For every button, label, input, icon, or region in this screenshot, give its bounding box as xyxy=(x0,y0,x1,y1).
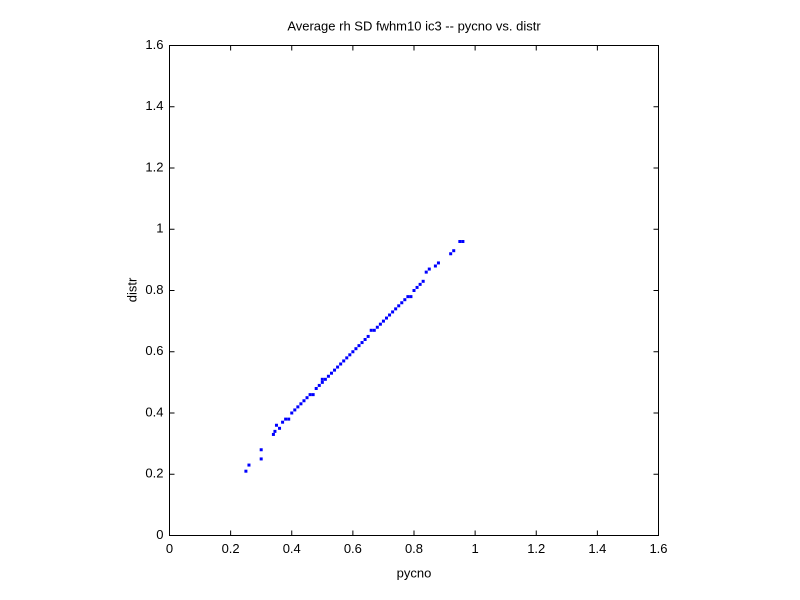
x-axis-label: pycno xyxy=(397,565,432,580)
y-tick-label: 0.2 xyxy=(145,466,163,481)
scatter-point xyxy=(354,347,358,351)
scatter-point xyxy=(375,325,379,329)
x-tick-label: 0.4 xyxy=(283,541,301,556)
scatter-point xyxy=(409,295,413,299)
scatter-point xyxy=(366,334,370,338)
scatter-point xyxy=(415,285,419,289)
scatter-point xyxy=(333,368,337,372)
scatter-point xyxy=(284,417,288,421)
scatter-point xyxy=(378,322,382,326)
x-tick-label: 1.4 xyxy=(588,541,606,556)
scatter-point xyxy=(278,426,282,430)
scatter-point xyxy=(323,377,327,381)
scatter-point xyxy=(397,304,401,308)
scatter-point xyxy=(293,408,297,412)
scatter-point xyxy=(394,307,398,311)
chart-title: Average rh SD fwhm10 ic3 -- pycno vs. di… xyxy=(287,18,541,33)
y-tick-label: 1 xyxy=(156,221,163,236)
scatter-point xyxy=(329,371,333,375)
scatter-point xyxy=(290,411,294,415)
scatter-point xyxy=(436,261,440,265)
scatter-point xyxy=(345,356,349,360)
scatter-point xyxy=(424,270,428,274)
scatter-point xyxy=(412,289,416,292)
scatter-point xyxy=(372,328,376,332)
y-axis-label: distr xyxy=(124,277,139,302)
scatter-point xyxy=(299,402,303,406)
scatter-point xyxy=(348,353,352,357)
scatter-point xyxy=(406,295,410,299)
y-tick-label: 0 xyxy=(156,527,163,542)
scatter-point xyxy=(287,417,291,421)
scatter-point xyxy=(271,432,275,436)
y-tick-label: 0.4 xyxy=(145,404,163,419)
x-tick-label: 0.8 xyxy=(405,541,423,556)
scatter-point xyxy=(336,365,340,369)
scatter-point xyxy=(273,429,277,433)
scatter-point xyxy=(418,282,422,286)
scatter-point xyxy=(317,383,321,387)
scatter-point xyxy=(461,240,465,243)
scatter-point xyxy=(296,405,300,409)
y-tick-label: 0.6 xyxy=(145,343,163,358)
scatter-point xyxy=(360,341,364,345)
scatter-point xyxy=(403,298,407,302)
scatter-point xyxy=(247,463,251,467)
scatter-point xyxy=(384,316,388,320)
scatter-point xyxy=(433,264,437,268)
scatter-point xyxy=(363,338,367,341)
scatter-point xyxy=(259,457,263,461)
scatter-point xyxy=(458,240,462,243)
scatter-point xyxy=(308,393,312,397)
scatter-point xyxy=(281,420,285,424)
scatter-point xyxy=(305,396,309,400)
scatter-point xyxy=(369,328,373,332)
scatter-point xyxy=(357,344,361,348)
y-tick-label: 1.4 xyxy=(145,98,163,113)
scatter-point xyxy=(320,380,324,384)
y-tick-label: 1.6 xyxy=(145,37,163,52)
scatter-point xyxy=(314,387,318,390)
scatter-point xyxy=(452,249,456,253)
x-tick-label: 0.2 xyxy=(222,541,240,556)
scatter-point xyxy=(244,469,248,473)
scatter-point xyxy=(400,301,404,305)
scatter-point xyxy=(326,374,330,378)
scatter-point xyxy=(339,362,343,366)
scatter-point xyxy=(259,448,263,452)
x-tick-label: 1.2 xyxy=(527,541,545,556)
scatter-point xyxy=(388,313,392,317)
scatter-point xyxy=(320,377,324,381)
scatter-point xyxy=(421,279,425,283)
x-tick-label: 1.6 xyxy=(649,541,667,556)
scatter-point xyxy=(274,423,278,427)
y-tick-label: 0.8 xyxy=(145,282,163,297)
scatter-point xyxy=(391,310,395,314)
scatter-point xyxy=(342,359,346,363)
scatter-point xyxy=(449,252,453,256)
scatter-point xyxy=(351,350,355,354)
scatter-point xyxy=(381,319,385,323)
scatter-point xyxy=(427,267,431,271)
x-tick-label: 0.6 xyxy=(344,541,362,556)
x-tick-label: 0 xyxy=(166,541,173,556)
y-tick-label: 1.2 xyxy=(145,159,163,174)
scatter-point xyxy=(302,399,306,403)
scatter-point xyxy=(311,393,315,397)
x-tick-label: 1 xyxy=(472,541,479,556)
